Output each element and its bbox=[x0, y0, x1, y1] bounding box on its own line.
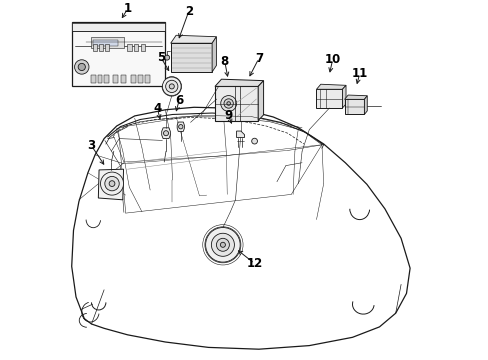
Bar bbox=[104, 75, 108, 83]
Circle shape bbox=[109, 181, 115, 186]
Polygon shape bbox=[177, 122, 184, 131]
Circle shape bbox=[251, 138, 257, 144]
Text: 12: 12 bbox=[246, 257, 262, 270]
Polygon shape bbox=[170, 35, 216, 43]
Bar bbox=[92, 40, 118, 46]
Text: 2: 2 bbox=[184, 5, 192, 18]
Circle shape bbox=[178, 125, 183, 129]
Bar bbox=[141, 44, 145, 51]
Circle shape bbox=[216, 238, 229, 251]
Polygon shape bbox=[258, 81, 263, 121]
Circle shape bbox=[101, 172, 123, 195]
Polygon shape bbox=[236, 131, 244, 138]
Circle shape bbox=[211, 233, 234, 256]
Bar bbox=[113, 75, 118, 83]
Circle shape bbox=[162, 77, 181, 96]
Text: 7: 7 bbox=[254, 52, 263, 65]
Text: 11: 11 bbox=[351, 67, 367, 80]
Bar bbox=[91, 37, 123, 48]
Text: 1: 1 bbox=[123, 3, 131, 15]
Bar bbox=[72, 23, 164, 31]
Bar bbox=[145, 75, 150, 83]
Bar bbox=[215, 86, 258, 121]
Bar bbox=[138, 75, 142, 83]
Text: 10: 10 bbox=[324, 53, 340, 66]
Polygon shape bbox=[212, 37, 216, 72]
Polygon shape bbox=[215, 79, 263, 86]
Circle shape bbox=[78, 63, 85, 71]
Polygon shape bbox=[344, 95, 366, 99]
Bar bbox=[92, 44, 97, 51]
Bar bbox=[98, 75, 102, 83]
Circle shape bbox=[220, 242, 225, 247]
Bar bbox=[72, 22, 165, 86]
Text: 3: 3 bbox=[87, 139, 95, 152]
Circle shape bbox=[165, 80, 178, 93]
Circle shape bbox=[75, 60, 89, 74]
Bar bbox=[131, 75, 136, 83]
Circle shape bbox=[163, 131, 168, 136]
Circle shape bbox=[205, 228, 240, 262]
Polygon shape bbox=[342, 85, 346, 108]
Text: 5: 5 bbox=[157, 51, 165, 64]
Circle shape bbox=[169, 84, 174, 89]
Polygon shape bbox=[98, 169, 123, 200]
Circle shape bbox=[224, 99, 233, 108]
Bar bbox=[104, 44, 109, 51]
Bar bbox=[316, 89, 342, 108]
Circle shape bbox=[220, 95, 236, 111]
Circle shape bbox=[164, 55, 169, 60]
Polygon shape bbox=[364, 96, 366, 114]
Bar bbox=[344, 99, 364, 114]
Text: 9: 9 bbox=[224, 109, 232, 122]
Text: 8: 8 bbox=[220, 55, 228, 68]
Circle shape bbox=[226, 102, 230, 105]
Circle shape bbox=[104, 176, 119, 191]
Text: 6: 6 bbox=[175, 94, 183, 107]
Bar bbox=[127, 44, 132, 51]
Polygon shape bbox=[316, 84, 346, 89]
Polygon shape bbox=[162, 128, 170, 139]
Bar bbox=[99, 44, 103, 51]
Bar bbox=[121, 75, 126, 83]
Bar bbox=[134, 44, 138, 51]
Text: 4: 4 bbox=[153, 102, 161, 115]
Bar bbox=[170, 43, 212, 72]
Bar bbox=[91, 75, 96, 83]
